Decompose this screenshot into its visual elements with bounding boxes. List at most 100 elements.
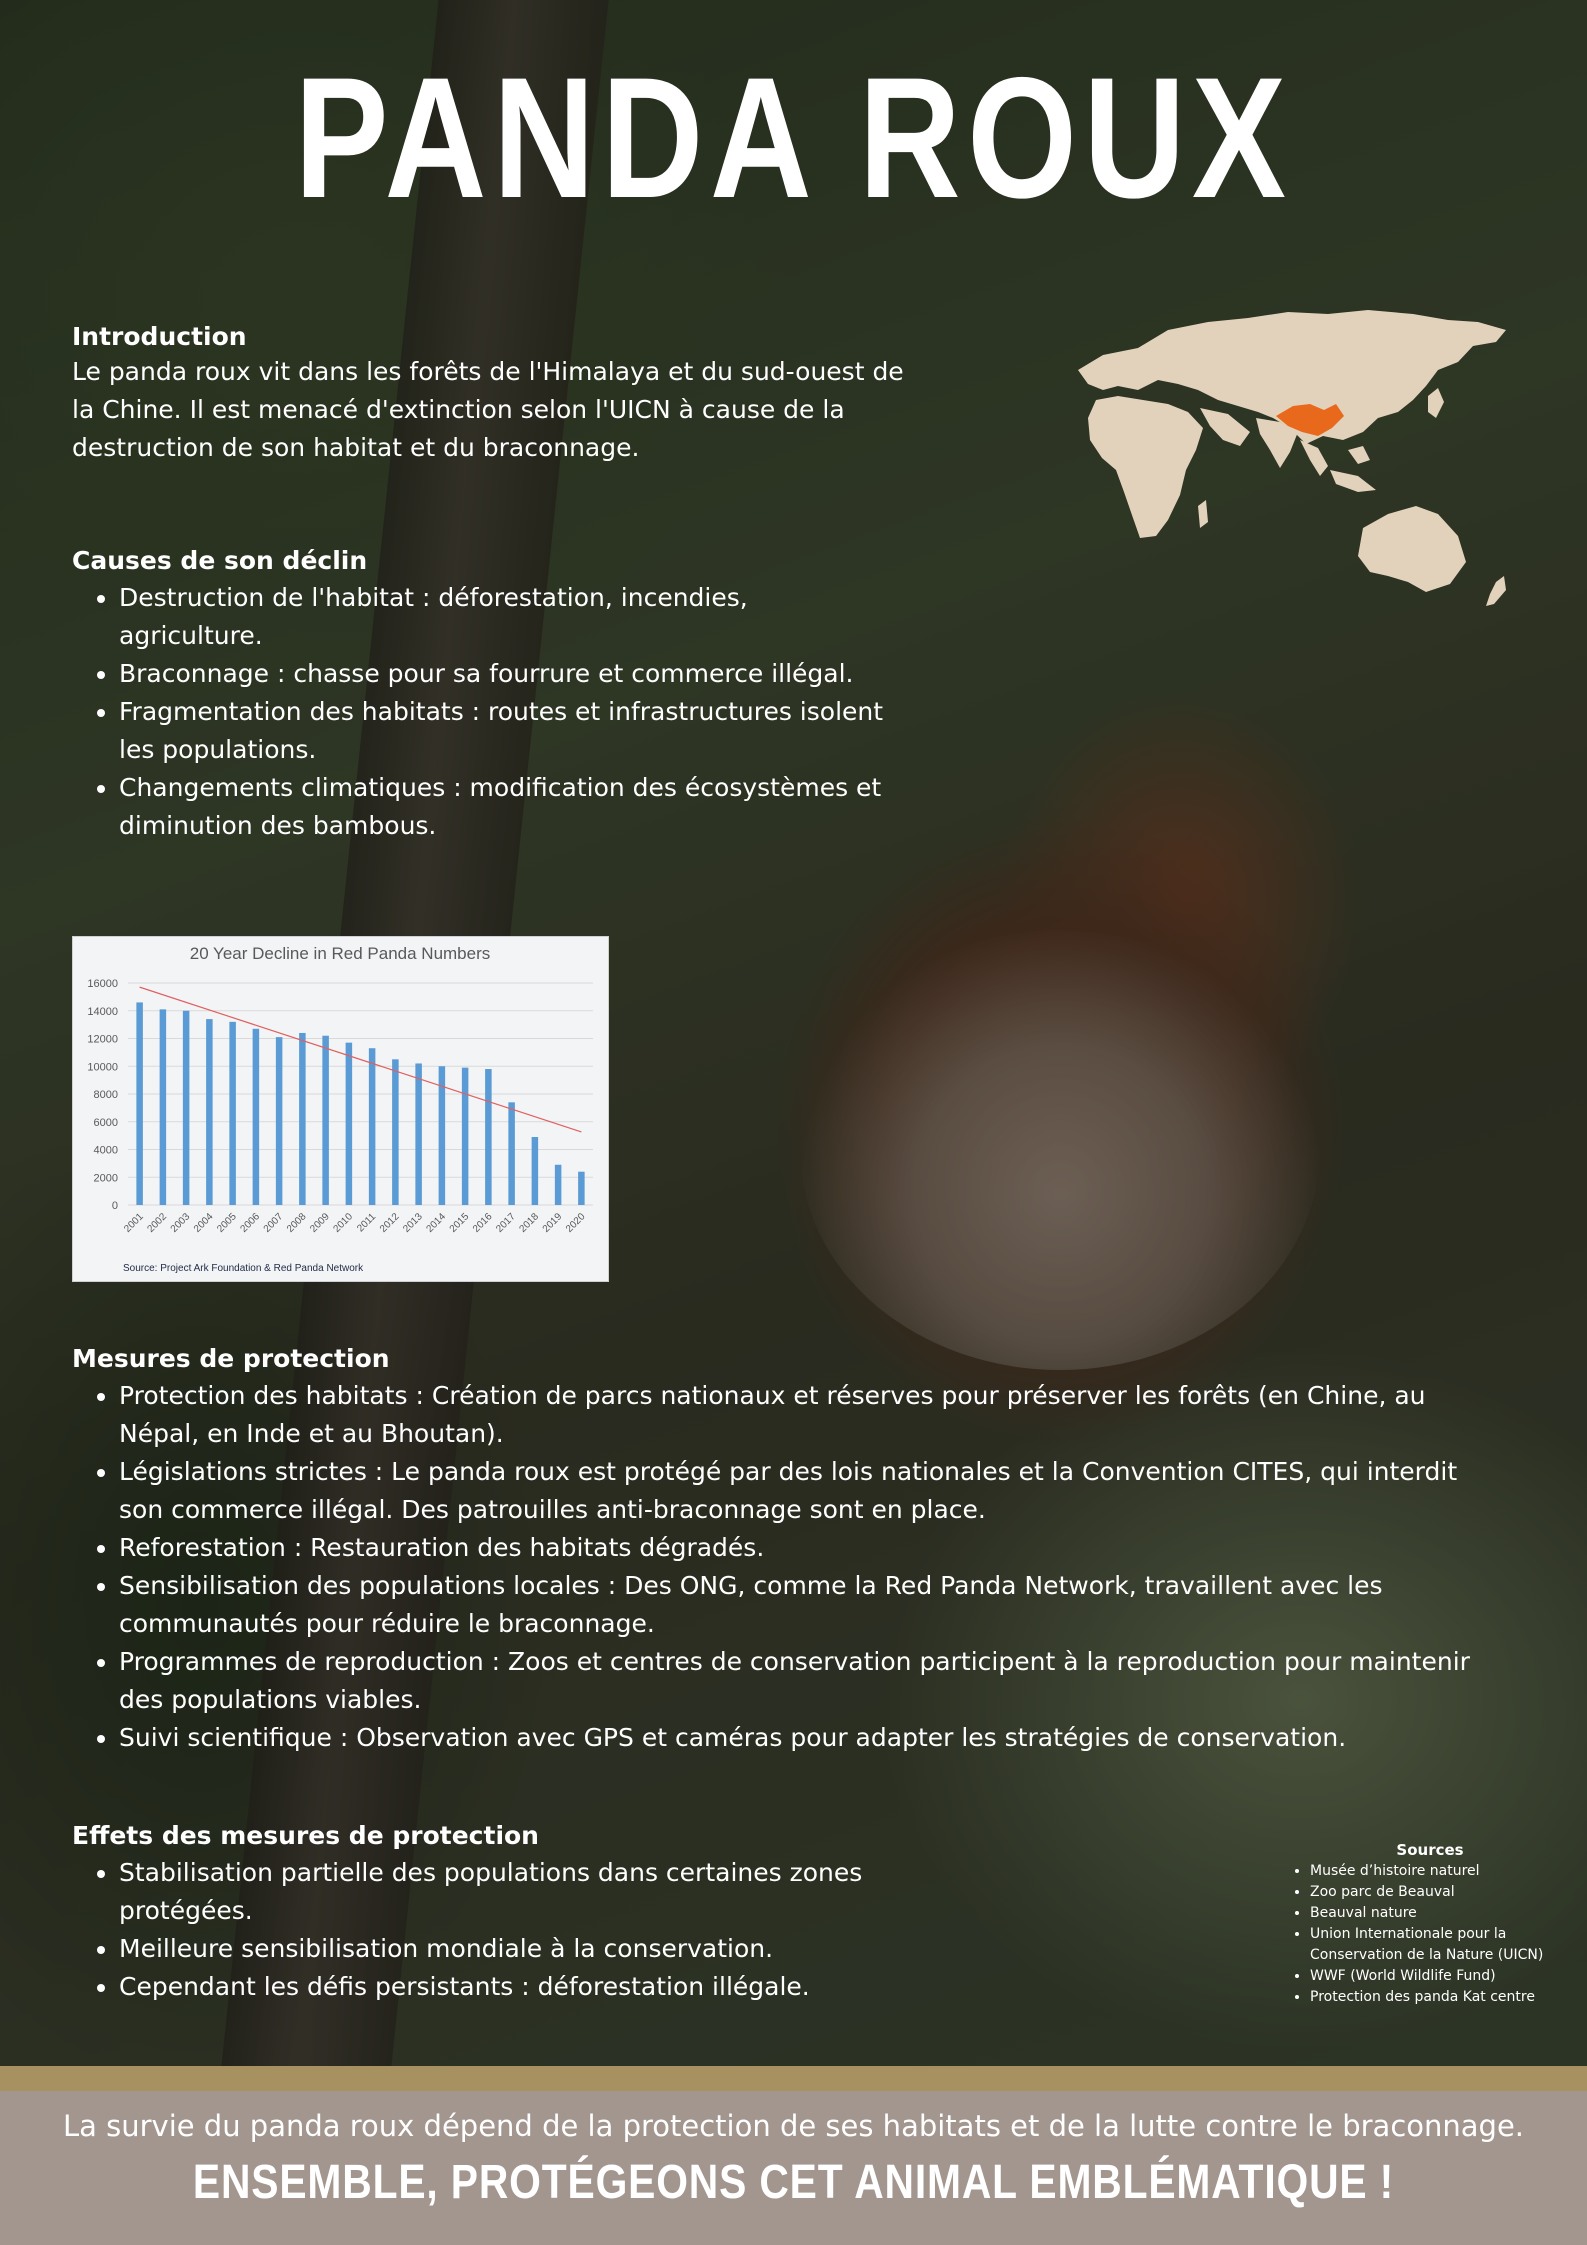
- chart-bar: [578, 1171, 585, 1205]
- chart-xtick-label: 2017: [494, 1211, 518, 1235]
- chart-bar: [299, 1032, 306, 1205]
- chart-bar: [392, 1059, 399, 1205]
- chart-bar: [345, 1042, 353, 1205]
- footer-slogan: ENSEMBLE, PROTÉGEONS CET ANIMAL EMBLÉMAT…: [192, 2156, 1395, 2209]
- chart-xtick-label: 2008: [285, 1211, 309, 1235]
- chart-bar: [368, 1048, 376, 1205]
- chart-source: Source: Project Ark Foundation & Red Pan…: [123, 1263, 364, 1274]
- sources-heading: Sources: [1396, 1841, 1464, 1859]
- list-item: Fragmentation des habitats : routes et i…: [119, 693, 892, 769]
- sources-section: Sources Musée d’histoire naturel Zoo par…: [1290, 1841, 1570, 2008]
- list-item: Musée d’histoire naturel: [1310, 1861, 1570, 1882]
- footer-banner: La survie du panda roux dépend de la pro…: [0, 2091, 1587, 2245]
- chart-ytick-label: 8000: [94, 1089, 118, 1101]
- list-item: WWF (World Wildlife Fund): [1310, 1966, 1570, 1987]
- map-japan: [1428, 388, 1444, 418]
- list-item: Changements climatiques : modification d…: [119, 769, 892, 845]
- chart-ytick-label: 14000: [87, 1006, 118, 1018]
- chart-bar: [206, 1019, 213, 1205]
- list-item: Suivi scientifique : Observation avec GP…: [119, 1719, 1472, 1757]
- chart-bar: [508, 1102, 515, 1205]
- decline-chart: 20 Year Decline in Red Panda Numbers 0 20…: [72, 936, 609, 1282]
- chart-xtick-label: 2007: [262, 1211, 286, 1235]
- list-item: Programmes de reproduction : Zoos et cen…: [119, 1643, 1472, 1719]
- chart-bar: [531, 1137, 539, 1205]
- list-item: Zoo parc de Beauval: [1310, 1882, 1570, 1903]
- introduction-heading: Introduction: [72, 322, 247, 351]
- chart-bar: [554, 1164, 562, 1205]
- chart-xtick-label: 2016: [471, 1211, 495, 1235]
- chart-bar: [485, 1069, 492, 1205]
- effets-section: Effets des mesures de protection Stabili…: [72, 1821, 892, 2006]
- page-title: PANDA ROUX: [294, 42, 1293, 234]
- chart-xtick-label: 2013: [401, 1211, 425, 1235]
- effets-heading: Effets des mesures de protection: [72, 1821, 539, 1850]
- list-item: Beauval nature: [1310, 1903, 1570, 1924]
- chart-xtick-label: 2011: [355, 1211, 378, 1234]
- chart-xtick-label: 2018: [517, 1211, 541, 1235]
- list-item: Législations strictes : Le panda roux es…: [119, 1453, 1472, 1529]
- chart-xtick-label: 2009: [308, 1211, 332, 1235]
- list-item: Stabilisation partielle des populations …: [119, 1854, 892, 1930]
- chart-xtick-label: 2010: [331, 1211, 355, 1235]
- mesures-list: Protection des habitats : Création de pa…: [72, 1377, 1472, 1757]
- mesures-section: Mesures de protection Protection des hab…: [72, 1344, 1472, 1757]
- map-new-zealand: [1486, 576, 1506, 606]
- chart-ytick-label: 4000: [94, 1145, 118, 1157]
- introduction-text: Le panda roux vit dans les forêts de l'H…: [72, 357, 904, 462]
- list-item: Cependant les défis persistants : défore…: [119, 1968, 892, 2006]
- chart-xtick-label: 2019: [541, 1211, 565, 1235]
- mesures-heading: Mesures de protection: [72, 1344, 390, 1373]
- list-item: Destruction de l'habitat : déforestation…: [119, 579, 892, 655]
- map-arabia-india: [1200, 408, 1298, 468]
- chart-bar: [229, 1021, 236, 1205]
- chart-trendline: [139, 986, 582, 1133]
- causes-heading: Causes de son déclin: [72, 546, 368, 575]
- introduction-section: Introduction Le panda roux vit dans les …: [72, 322, 912, 467]
- chart-bar: [415, 1063, 422, 1205]
- map-europe-asia: [1078, 310, 1506, 444]
- chart-ytick-label: 12000: [87, 1034, 118, 1046]
- chart-xtick-label: 2020: [564, 1211, 588, 1235]
- causes-list: Destruction de l'habitat : déforestation…: [72, 579, 892, 845]
- chart-ytick-label: 0: [112, 1200, 118, 1212]
- map-africa: [1088, 396, 1203, 538]
- red-panda-face: [800, 930, 1320, 1370]
- list-item: Reforestation : Restauration des habitat…: [119, 1529, 1472, 1567]
- list-item: Braconnage : chasse pour sa fourrure et …: [119, 655, 892, 693]
- chart-ytick-label: 16000: [87, 978, 118, 990]
- map-southeast-asia: [1300, 440, 1376, 492]
- chart-bar: [275, 1037, 283, 1205]
- chart-xtick-label: 2014: [424, 1211, 448, 1235]
- chart-xtick-label: 2001: [122, 1211, 146, 1235]
- world-map-illustration: [1078, 310, 1506, 606]
- chart-ytick-label: 2000: [94, 1172, 118, 1184]
- chart-xtick-label: 2006: [238, 1211, 262, 1235]
- map-australia: [1358, 506, 1466, 592]
- footer-accent-bar: [0, 2066, 1587, 2091]
- chart-bar: [159, 1009, 167, 1205]
- chart-title: 20 Year Decline in Red Panda Numbers: [190, 944, 491, 963]
- chart-xtick-label: 2003: [169, 1211, 193, 1235]
- chart-bar: [322, 1035, 329, 1205]
- sources-list: Musée d’histoire naturel Zoo parc de Bea…: [1290, 1861, 1570, 2008]
- chart-xtick-label: 2005: [215, 1211, 239, 1235]
- effets-list: Stabilisation partielle des populations …: [72, 1854, 892, 2006]
- list-item: Protection des panda Kat centre: [1310, 1987, 1570, 2008]
- chart-bar: [438, 1066, 446, 1205]
- footer-message: La survie du panda roux dépend de la pro…: [62, 2109, 1525, 2143]
- chart-ytick-label: 6000: [94, 1117, 118, 1129]
- map-madagascar: [1198, 500, 1208, 528]
- chart-bar: [182, 1010, 190, 1205]
- chart-ytick-label: 10000: [87, 1061, 118, 1073]
- chart-xtick-label: 2015: [448, 1211, 472, 1235]
- chart-bar: [136, 1002, 143, 1205]
- chart-bar: [252, 1028, 260, 1205]
- causes-section: Causes de son déclin Destruction de l'ha…: [72, 546, 892, 845]
- list-item: Sensibilisation des populations locales …: [119, 1567, 1472, 1643]
- list-item: Protection des habitats : Création de pa…: [119, 1377, 1472, 1453]
- list-item: Meilleure sensibilisation mondiale à la …: [119, 1930, 892, 1968]
- chart-xtick-label: 2002: [145, 1211, 169, 1235]
- chart-xtick-label: 2012: [378, 1211, 402, 1235]
- list-item: Union Internationale pour la Conservatio…: [1310, 1924, 1570, 1966]
